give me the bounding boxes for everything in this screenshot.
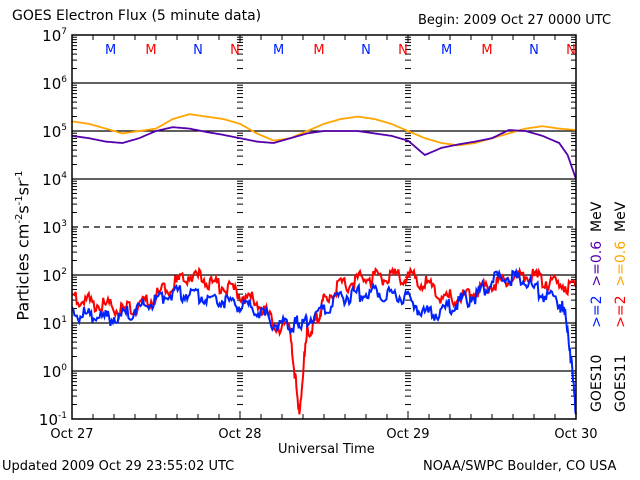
y-tick-label: 104 xyxy=(42,171,67,189)
updated-timestamp: Updated 2009 Oct 29 23:55:02 UTC xyxy=(2,459,235,474)
legend-goes10-low: >=0.6 xyxy=(589,240,605,287)
local-time-marker: N xyxy=(193,43,203,58)
y-tick-label: 100 xyxy=(42,363,67,381)
begin-time: Begin: 2009 Oct 27 0000 UTC xyxy=(418,13,612,28)
x-tick-label: Oct 27 xyxy=(50,427,93,442)
x-axis-label: Universal Time xyxy=(278,442,375,457)
y-tick-exponent: 1 xyxy=(61,315,67,325)
y-tick-exponent: 2 xyxy=(61,267,67,277)
local-time-marker: N xyxy=(230,43,240,58)
plot-frame xyxy=(71,34,577,420)
local-time-marker: N xyxy=(398,43,408,58)
local-time-marker: M xyxy=(273,43,284,58)
y-tick-exponent: 5 xyxy=(61,123,67,133)
legend-goes11-low: >=0.6 xyxy=(613,240,629,287)
series-line-goes10-0-6-mev xyxy=(71,126,577,180)
legend-goes11: GOES11 >=2 >=0.6 MeV xyxy=(613,202,629,412)
y-tick-label: 101 xyxy=(42,315,67,333)
y-tick-label: 106 xyxy=(42,75,67,93)
y-tick-label: 103 xyxy=(42,219,67,237)
legend-goes10-label: GOES10 xyxy=(589,354,605,412)
series-line-goes10-2-mev xyxy=(71,267,577,415)
credit-text: NOAA/SWPC Boulder, CO USA xyxy=(423,459,617,474)
legend-goes11-high: >=2 xyxy=(613,295,629,328)
legend-goes10: GOES10 >=2 >=0.6 MeV xyxy=(589,202,605,412)
y-tick-label: 107 xyxy=(42,27,67,45)
local-time-marker: N xyxy=(566,43,576,58)
local-time-marker: M xyxy=(145,43,156,58)
local-time-marker: M xyxy=(105,43,116,58)
local-time-marker: M xyxy=(313,43,324,58)
local-time-marker: M xyxy=(481,43,492,58)
y-tick-label: 105 xyxy=(42,123,67,141)
y-tick-exponent: 0 xyxy=(61,363,67,373)
legend-unit: MeV xyxy=(589,201,605,232)
y-tick-exponent: 7 xyxy=(61,27,67,37)
y-tick-exponent: 4 xyxy=(61,171,67,181)
local-time-marker: N xyxy=(529,43,539,58)
local-time-marker: N xyxy=(361,43,371,58)
y-tick-exponent: -1 xyxy=(58,411,67,421)
y-tick-label: 102 xyxy=(42,267,67,285)
legend-goes10-high: >=2 xyxy=(589,295,605,328)
x-tick-label: Oct 29 xyxy=(386,427,429,442)
x-tick-label: Oct 28 xyxy=(218,427,261,442)
x-tick-label: Oct 30 xyxy=(554,427,597,442)
y-tick-exponent: 3 xyxy=(61,219,67,229)
y-tick-exponent: 6 xyxy=(61,75,67,85)
local-time-marker: M xyxy=(441,43,452,58)
legend-goes11-label: GOES11 xyxy=(613,354,629,412)
series-line-goes11-0-6-mev xyxy=(71,113,577,147)
legend-unit: MeV xyxy=(613,201,629,232)
chart-title: GOES Electron Flux (5 minute data) xyxy=(12,8,262,24)
series-line-goes11-2-mev xyxy=(71,265,577,415)
